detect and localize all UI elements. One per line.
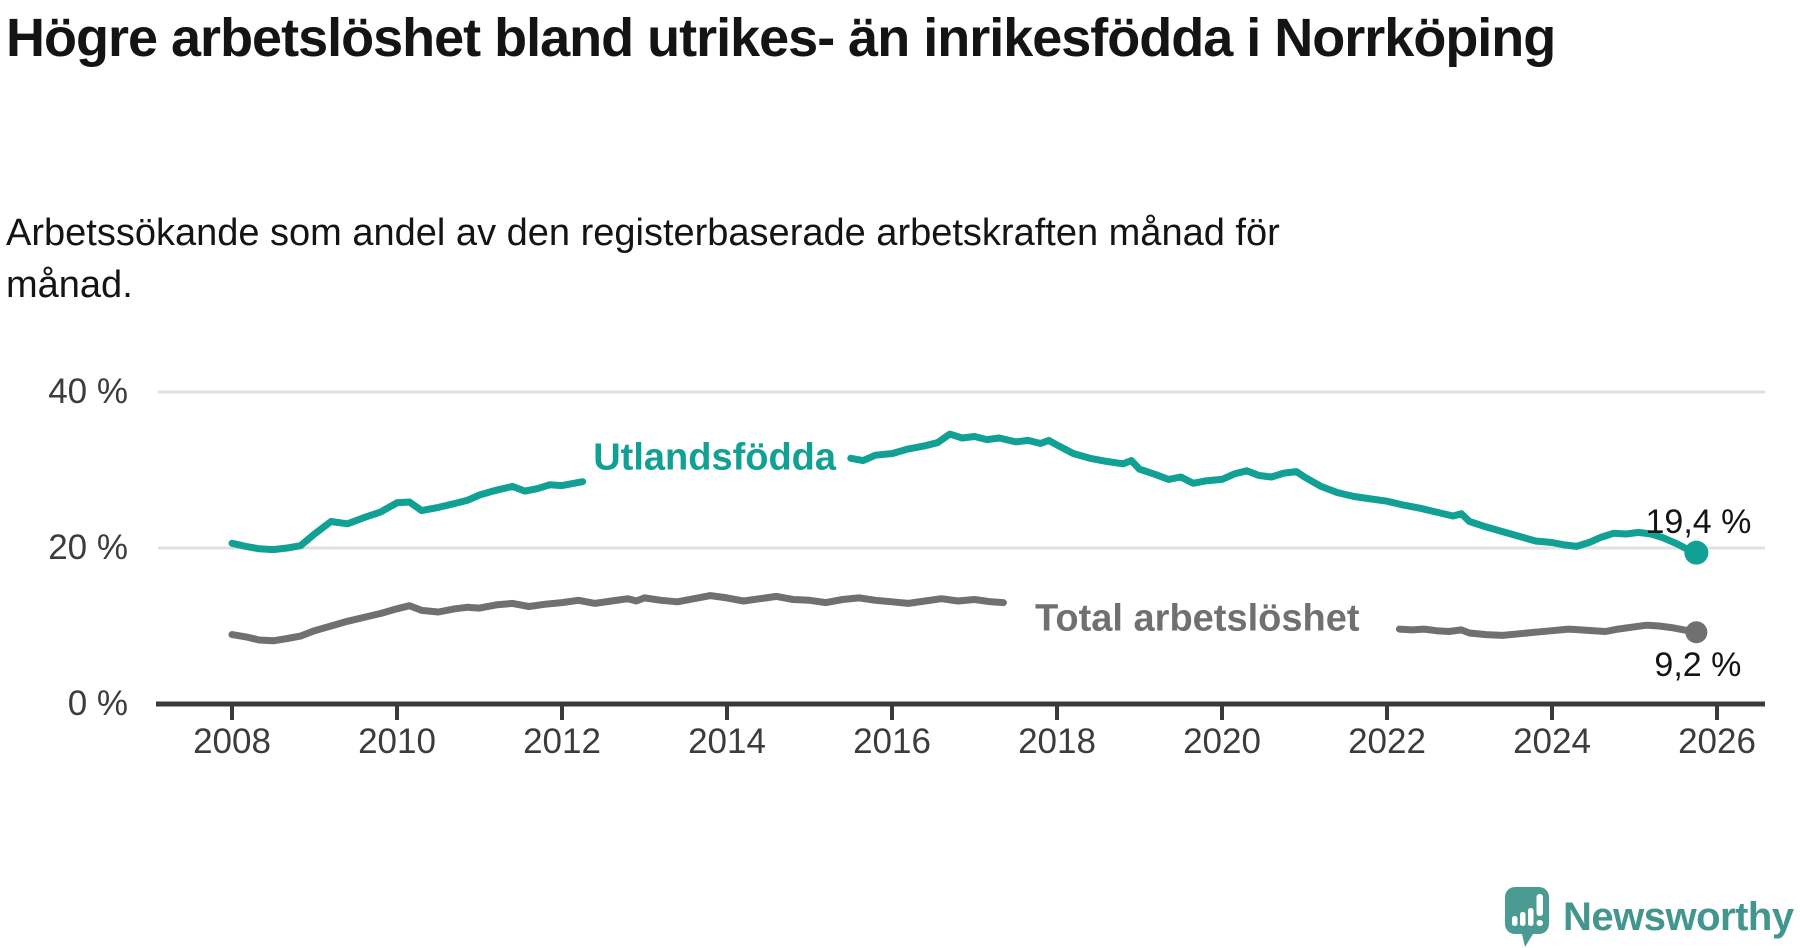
y-axis-label-40-percent: 40 %: [48, 372, 128, 411]
page-title: Högre arbetslöshet bland utrikes- än inr…: [6, 8, 1556, 68]
series-line-total-segment-2: [1395, 621, 1700, 639]
chart-subtitle: Arbetssökande som andel av den registerb…: [6, 212, 1280, 307]
x-axis-label-2020: 2020: [1183, 722, 1261, 761]
y-axis-label-0-percent: 0 %: [67, 684, 128, 723]
series-end-dot-utlandsfodda: [1684, 540, 1709, 565]
series-end-dot-total: [1685, 621, 1708, 644]
series-label-total-arbetsloshet: Total arbetslöshet: [1035, 597, 1360, 640]
x-axis-label-2018: 2018: [1018, 722, 1096, 761]
x-axis-label-2010: 2010: [358, 722, 436, 761]
x-axis-label-2026: 2026: [1678, 722, 1756, 761]
series-line-total-segment-1: [228, 592, 1007, 645]
newsworthy-chart-speech-bubble-icon: [1505, 887, 1549, 947]
series-line-utlandsfodda-segment-1: [228, 478, 587, 554]
x-axis-label-2024: 2024: [1513, 722, 1591, 761]
newsworthy-logo: Newsworthy: [1505, 887, 1794, 947]
newsworthy-brand-name: Newsworthy: [1563, 894, 1794, 939]
end-value-label-total: 9,2 %: [1654, 646, 1742, 685]
series-label-utlandsfodda: Utlandsfödda: [593, 436, 837, 479]
x-axis-label-2012: 2012: [523, 722, 601, 761]
end-value-label-utlandsfodda: 19,4 %: [1645, 502, 1752, 541]
x-axis-label-2014: 2014: [688, 722, 766, 761]
x-axis-label-2016: 2016: [853, 722, 931, 761]
x-axis-label-2008: 2008: [193, 722, 271, 761]
y-axis-label-20-percent: 20 %: [48, 528, 128, 567]
series-line-utlandsfodda-segment-2: [847, 430, 1700, 557]
x-axis-label-2022: 2022: [1348, 722, 1426, 761]
